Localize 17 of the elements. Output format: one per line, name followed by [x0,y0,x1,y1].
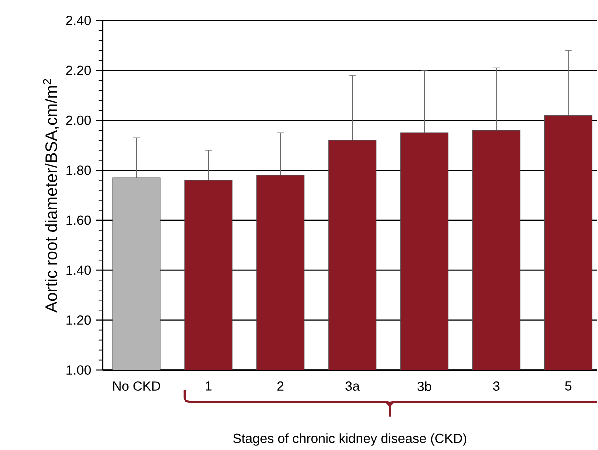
x-tick-label: 3 [493,381,500,391]
x-tick-label: 3a [346,381,360,391]
y-tick-label: 1.40 [66,266,92,275]
y-tick-label: 2.00 [66,116,92,126]
x-axis-title: Stages of chronic kidney disease (CKD) [233,433,467,446]
x-tick-label: 5 [565,381,572,391]
y-tick-label: 1.20 [66,315,92,325]
y-tick-label: 1.00 [66,365,92,375]
x-tick-label: No CKD [113,381,160,391]
y-tick-label: 1.60 [66,216,92,225]
y-tick-label: 1.80 [66,166,92,176]
x-tick-label: 2 [278,381,284,391]
x-tick-label: 1 [206,381,212,391]
y-axis-title: Aortic root diameter/BSA,cm/m$^{2}$ [43,79,60,313]
y-tick-label: 2.20 [66,66,92,76]
y-tick-label: 2.40 [66,16,92,26]
x-tick-label: 3b [418,381,432,392]
